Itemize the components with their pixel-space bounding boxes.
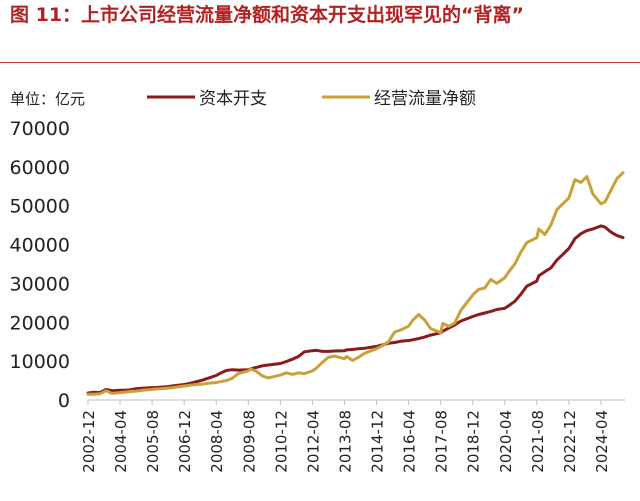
y-tick-label: 10000 [10, 351, 70, 373]
y-axis: 0 10000 20000 30000 40000 50000 60000 70000 [10, 118, 70, 412]
x-tick-label: 2014-12 [369, 410, 387, 473]
figure-title: 图 11：上市公司经营流量净额和资本开支出现罕见的“背离” [10, 4, 525, 26]
x-tick-label: 2024-04 [593, 410, 611, 473]
series-line [86, 171, 625, 396]
x-tick-label: 2009-08 [240, 410, 258, 473]
x-tick-label: 2022-12 [561, 410, 579, 473]
x-tick-label: 2008-04 [208, 410, 226, 473]
x-tick-label: 2012-04 [304, 410, 322, 473]
title-divider [0, 62, 640, 63]
x-tick-label: 2018-12 [465, 410, 483, 473]
y-tick-label: 70000 [10, 118, 70, 140]
unit-label: 单位：亿元 [10, 90, 85, 108]
y-tick-label: 0 [58, 390, 70, 412]
chart-legend: 资本开支 经营流量净额 [147, 89, 476, 109]
x-tick-label: 2006-12 [176, 410, 194, 473]
x-tick-label: 2005-08 [144, 410, 162, 473]
x-tick-label: 2016-04 [401, 410, 419, 473]
x-tick-label: 2004-04 [112, 410, 130, 473]
x-tick-label: 2010-12 [272, 410, 290, 473]
y-tick-label: 40000 [10, 235, 70, 257]
series-line [86, 224, 625, 395]
y-tick-label: 60000 [10, 157, 70, 179]
legend-label: 经营流量净额 [374, 89, 476, 109]
y-tick-label: 30000 [10, 273, 70, 295]
x-axis: 2002-12 2004-04 2005-08 2006-12 2008-04 2009-… [80, 399, 625, 473]
y-tick-label: 50000 [10, 196, 70, 218]
x-tick-label: 2013-08 [336, 410, 354, 473]
plot-area [86, 171, 625, 396]
legend-label: 资本开支 [199, 89, 267, 109]
x-tick-label: 2020-04 [497, 410, 515, 473]
x-tick-label: 2002-12 [80, 410, 98, 473]
x-tick-label: 2021-08 [529, 410, 547, 473]
x-tick-label: 2017-08 [433, 410, 451, 473]
y-tick-label: 20000 [10, 312, 70, 334]
